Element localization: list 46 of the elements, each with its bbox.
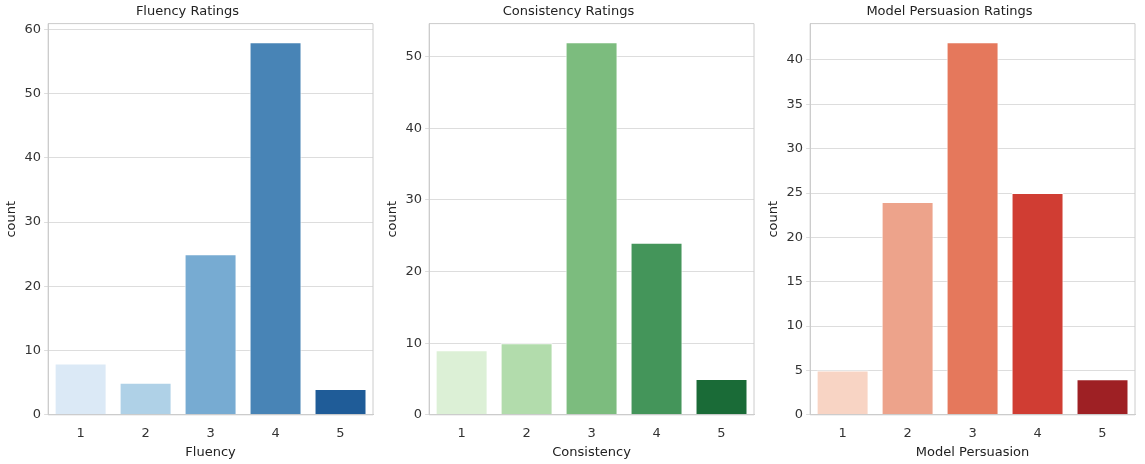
y-tick-label: 10 bbox=[24, 341, 42, 357]
x-tick-label: 2 bbox=[522, 424, 531, 440]
y-tick-label: 50 bbox=[24, 84, 42, 100]
y-tick-label: 0 bbox=[413, 406, 423, 422]
x-tick-label: 5 bbox=[1098, 424, 1107, 440]
x-tick-label: 4 bbox=[1033, 424, 1042, 440]
y-tick-label: 30 bbox=[24, 213, 42, 229]
y-axis-title: count bbox=[384, 200, 400, 238]
x-tick-label: 1 bbox=[76, 424, 85, 440]
x-tick-label: 5 bbox=[336, 424, 345, 440]
x-axis-title: Consistency bbox=[552, 443, 632, 459]
y-tick-label: 30 bbox=[786, 140, 804, 156]
y-tick-label: 15 bbox=[786, 273, 804, 289]
chart-title: Fluency Ratings bbox=[135, 3, 240, 19]
y-tick-label: 20 bbox=[405, 262, 423, 278]
x-tick-label: 1 bbox=[457, 424, 466, 440]
x-tick-label: 4 bbox=[652, 424, 661, 440]
y-tick-label: 10 bbox=[786, 317, 804, 333]
y-tick-label: 5 bbox=[794, 361, 804, 377]
y-tick-label: 0 bbox=[32, 406, 42, 422]
y-tick-label: 40 bbox=[405, 119, 423, 135]
x-tick-label: 2 bbox=[903, 424, 912, 440]
y-tick-label: 35 bbox=[786, 95, 804, 111]
x-tick-label: 2 bbox=[141, 424, 150, 440]
y-tick-label: 40 bbox=[786, 51, 804, 67]
y-tick-label: 60 bbox=[24, 20, 42, 36]
y-tick-label: 20 bbox=[786, 228, 804, 244]
y-tick-label: 50 bbox=[405, 47, 423, 63]
y-axis-title: count bbox=[765, 200, 781, 238]
x-axis-title: Model Persuasion bbox=[915, 443, 1030, 459]
y-tick-label: 0 bbox=[794, 406, 804, 422]
x-tick-label: 1 bbox=[838, 424, 847, 440]
chart-title: Consistency Ratings bbox=[502, 3, 635, 19]
y-tick-label: 40 bbox=[24, 149, 42, 165]
x-tick-label: 5 bbox=[717, 424, 726, 440]
x-axis-title: Fluency bbox=[185, 443, 237, 459]
chart-title: Model Persuasion Ratings bbox=[866, 3, 1033, 19]
x-tick-label: 4 bbox=[271, 424, 280, 440]
x-tick-label: 3 bbox=[206, 424, 215, 440]
y-tick-label: 25 bbox=[786, 184, 804, 200]
y-tick-label: 20 bbox=[24, 277, 42, 293]
x-tick-label: 3 bbox=[587, 424, 596, 440]
y-tick-label: 30 bbox=[405, 191, 423, 207]
y-tick-label: 10 bbox=[405, 334, 423, 350]
y-axis-title: count bbox=[3, 200, 19, 238]
x-tick-label: 3 bbox=[968, 424, 977, 440]
